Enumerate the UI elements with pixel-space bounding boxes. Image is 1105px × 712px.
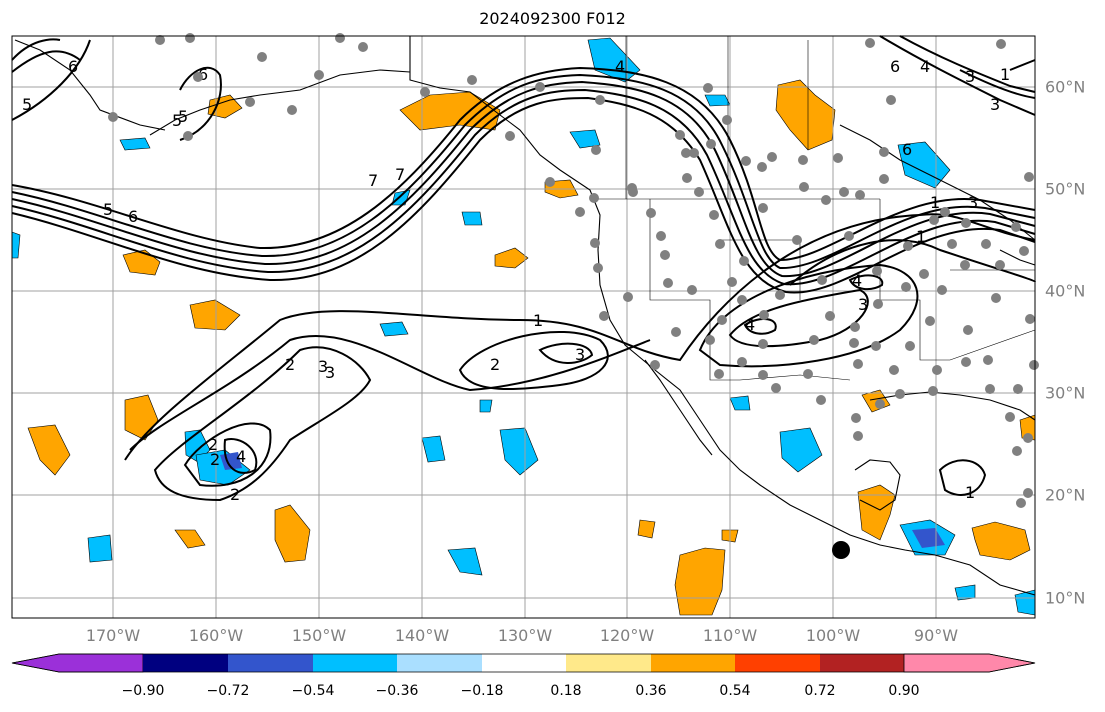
graticule xyxy=(12,36,1035,618)
contour-lines xyxy=(11,35,1036,502)
lat-label: 60°N xyxy=(1045,77,1086,97)
contour-label: 2 xyxy=(230,485,240,504)
colorbar-tick: −0.54 xyxy=(291,683,335,699)
strong-negative-shading xyxy=(220,452,945,548)
contour-label: 5 xyxy=(172,111,182,130)
contour-label: 1 xyxy=(930,193,940,212)
contour-label: 3 xyxy=(968,193,978,212)
colorbar-tick: −0.36 xyxy=(375,683,419,699)
colorbar xyxy=(11,653,1036,673)
station-dots xyxy=(108,33,1039,508)
contour-label: 3 xyxy=(990,95,1000,114)
contour-label: 3 xyxy=(318,357,328,376)
contour-label: 5 xyxy=(103,200,113,219)
contour-label: 3 xyxy=(965,67,975,86)
colorbar-tick: 0.72 xyxy=(804,683,836,699)
map-title: 2024092300 F012 xyxy=(479,9,626,28)
colorbar-tick: −0.90 xyxy=(121,683,165,699)
contour-label: 6 xyxy=(198,65,208,84)
lat-label: 10°N xyxy=(1045,588,1086,608)
contour-label: 3 xyxy=(575,345,585,364)
colorbar-tick: 0.18 xyxy=(550,683,582,699)
lon-label: 100°W xyxy=(805,626,861,645)
contour-label: 1 xyxy=(965,483,975,502)
lat-label: 50°N xyxy=(1045,179,1086,199)
contour-label: 4 xyxy=(615,57,625,76)
contour-label: 1 xyxy=(1000,65,1010,84)
lon-label: 90°W xyxy=(913,626,959,645)
colorbar-min-extend xyxy=(11,653,144,673)
colorbar-tick: −0.18 xyxy=(460,683,504,699)
contour-label: 4 xyxy=(745,315,755,334)
contour-label: 6 xyxy=(68,57,78,76)
colorbar-tick: 0.54 xyxy=(719,683,751,699)
lat-label: 30°N xyxy=(1045,383,1086,403)
lon-label: 170°W xyxy=(85,626,141,645)
lon-label: 150°W xyxy=(291,626,347,645)
contour-label: 7 xyxy=(395,165,405,184)
contour-label: 4 xyxy=(236,447,246,466)
storm-center-marker xyxy=(832,541,850,559)
lat-label: 40°N xyxy=(1045,281,1086,301)
contour-label: 1 xyxy=(916,227,926,246)
lon-label: 130°W xyxy=(497,626,553,645)
contour-label: 7 xyxy=(368,171,378,190)
contour-label: 2 xyxy=(210,450,220,469)
contour-label: 1 xyxy=(533,311,543,330)
colorbar-max-extend xyxy=(903,653,1036,673)
contour-label: 3 xyxy=(325,363,335,382)
contour-label: 2 xyxy=(285,355,295,374)
contour-label-group: 5 6 6 5 4 3 1 1 2 3 1 2 3 2 3 4 1 2 2 4 … xyxy=(22,57,1010,504)
lon-label: 140°W xyxy=(394,626,450,645)
contour-label: 6 xyxy=(128,207,138,226)
contour-label: 6 xyxy=(890,57,900,76)
contour-label: 2 xyxy=(490,355,500,374)
contour-label: 4 xyxy=(852,271,862,290)
negative-shading xyxy=(11,37,1036,616)
map-frame xyxy=(11,35,1036,619)
contour-label: 4 xyxy=(920,57,930,76)
contour-label: 2 xyxy=(208,435,218,454)
lon-label: 120°W xyxy=(599,626,655,645)
contour-label: 5 xyxy=(22,95,32,114)
positive-shading xyxy=(27,79,1036,616)
colorbar-tick: 0.36 xyxy=(635,683,667,699)
contour-label: 6 xyxy=(902,140,912,159)
colorbar-tick: 0.90 xyxy=(888,683,920,699)
contour-label: 3 xyxy=(858,295,868,314)
lon-label: 160°W xyxy=(188,626,244,645)
lat-label: 20°N xyxy=(1045,485,1086,505)
contour-label: 5 xyxy=(178,107,188,126)
lon-label: 110°W xyxy=(702,626,758,645)
colorbar-tick: −0.72 xyxy=(206,683,250,699)
